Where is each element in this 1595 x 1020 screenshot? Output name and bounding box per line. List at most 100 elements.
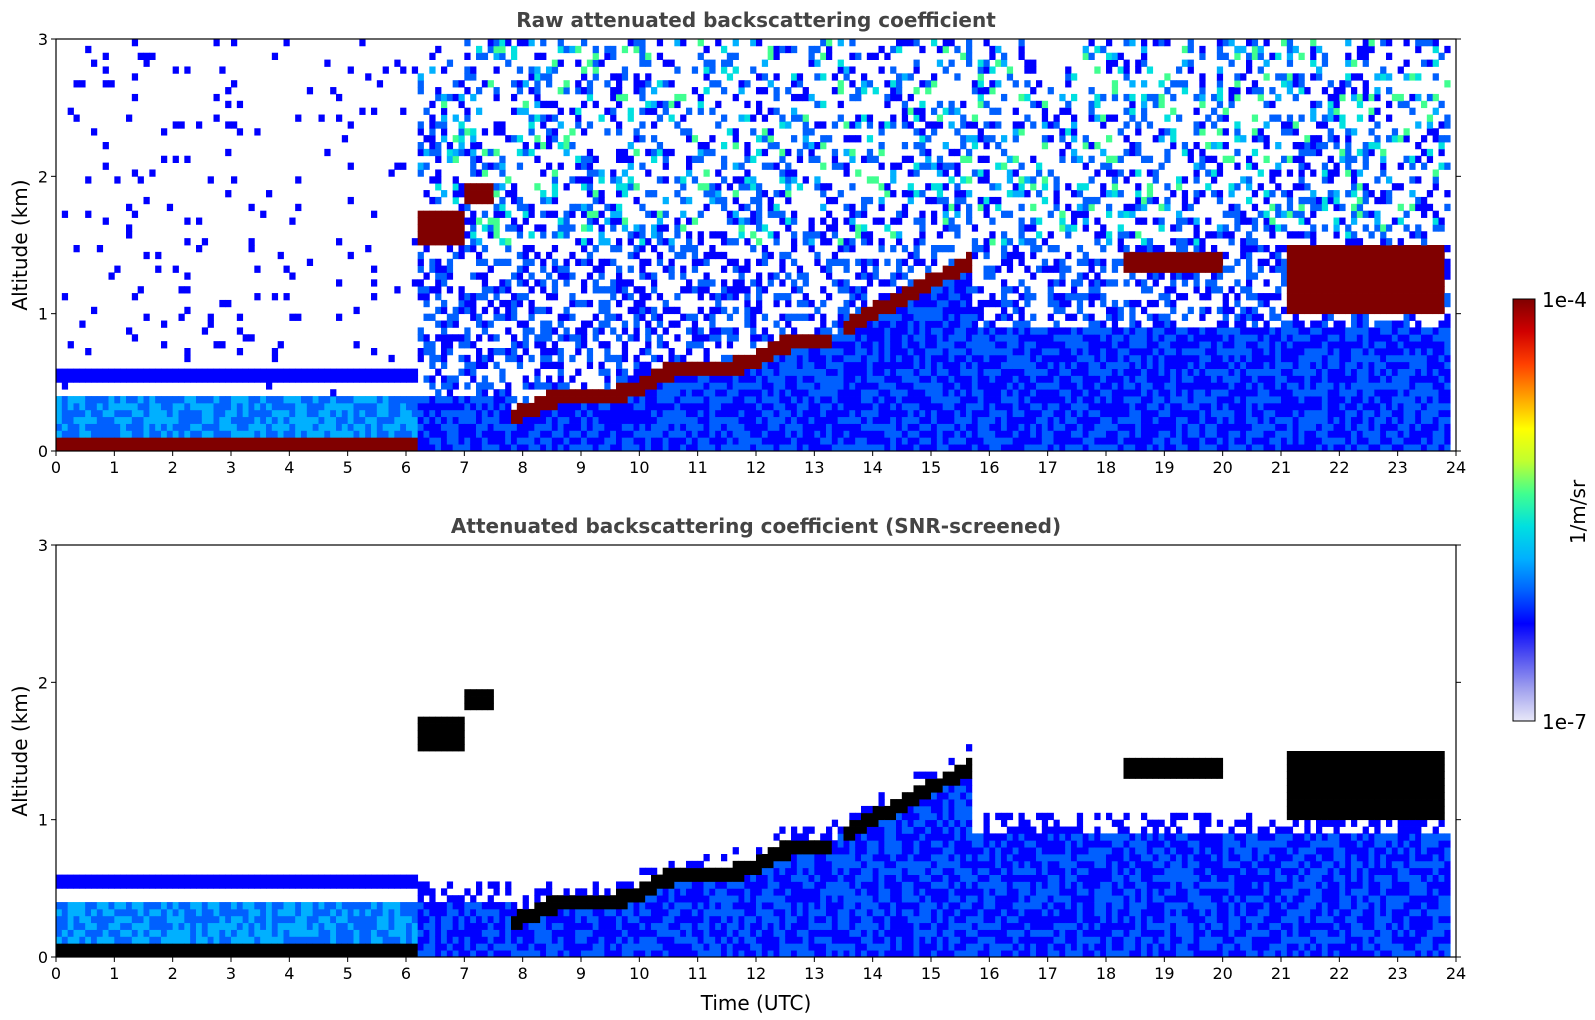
heatmap-cell [511,416,518,424]
heatmap-cell [1030,245,1037,253]
heatmap-cell [1123,251,1130,260]
heatmap-cell [277,423,284,431]
heatmap-cell [295,313,302,321]
heatmap-cell [1106,402,1113,411]
heatmap-cell [942,334,949,342]
heatmap-cell [441,100,448,109]
heatmap-cell [1006,437,1014,445]
heatmap-cell [330,423,337,431]
heatmap-cell [260,368,267,376]
heatmap-cell [1141,45,1148,54]
heatmap-cell [365,437,372,445]
heatmap-cell [872,375,879,383]
heatmap-cell [312,416,319,424]
heatmap-cell [977,402,984,411]
heatmap-cell [470,210,477,218]
heatmap-cell [983,409,990,418]
heatmap-cell [633,437,640,445]
heatmap-cell [936,416,944,424]
heatmap-cell [1018,416,1025,424]
heatmap-cell [913,334,920,342]
heatmap-cell [143,251,150,260]
heatmap-cell [861,286,868,294]
heatmap-cell [446,375,454,383]
heatmap-cell [814,142,821,150]
heatmap-cell [196,444,203,451]
heatmap-cell [907,286,914,294]
heatmap-cell [1141,334,1148,342]
heatmap-cell [709,430,716,438]
heatmap-cell [896,238,903,246]
heatmap-cell [756,430,763,438]
heatmap-cell [942,313,949,321]
heatmap-cell [1135,430,1142,438]
heatmap-cell [732,210,739,218]
heatmap-cell [878,396,885,404]
heatmap-cell [575,238,582,246]
heatmap-cell [651,306,658,315]
heatmap-cell [942,354,949,363]
heatmap-cell [866,437,874,445]
heatmap-cell [1129,409,1136,418]
heatmap-cell [1071,348,1078,356]
heatmap-cell [639,121,646,129]
heatmap-cell [633,39,640,47]
heatmap-cell [843,299,850,308]
heatmap-cell [872,320,879,328]
heatmap-cell [1001,231,1008,239]
heatmap-cell [429,354,436,363]
heatmap-cell [878,375,885,383]
heatmap-cell [668,59,675,67]
heatmap-cell [283,396,290,404]
heatmap-cell [721,286,728,294]
heatmap-cell [516,203,524,212]
heatmap-cell [225,148,232,157]
heatmap-cell [330,87,337,95]
heatmap-cell [1141,52,1148,60]
heatmap-cell [446,59,454,67]
heatmap-cell [196,409,203,418]
heatmap-cell [499,162,506,170]
heatmap-cell [184,272,191,280]
heatmap-cell [820,142,827,150]
heatmap-cell [242,396,249,404]
heatmap-cell [166,368,174,376]
heatmap-cell [1117,396,1124,404]
heatmap-cell [452,155,459,163]
heatmap-cell [948,176,955,184]
heatmap-cell [1141,114,1148,122]
heatmap-cell [1065,389,1072,397]
heatmap-cell [761,402,769,411]
heatmap-cell [983,361,990,369]
heatmap-cell [756,272,763,280]
heatmap-cell [610,286,617,294]
heatmap-cell [499,121,506,129]
heatmap-cell [989,272,996,280]
heatmap-cell [785,341,792,349]
heatmap-cell [196,402,203,411]
heatmap-cell [954,313,961,321]
heatmap-cell [907,375,914,383]
heatmap-cell [977,245,984,253]
heatmap-cell [91,416,98,424]
heatmap-cell [861,73,868,81]
heatmap-cell [919,437,926,445]
heatmap-cell [1106,66,1113,74]
heatmap-cell [522,258,529,266]
heatmap-cell [680,375,687,383]
heatmap-cell [324,375,331,383]
heatmap-cell [645,80,652,88]
heatmap-cell [557,396,564,404]
heatmap-cell [1082,423,1089,431]
heatmap-cell [936,437,944,445]
heatmap-cell [627,238,634,246]
heatmap-cell [166,203,174,212]
heatmap-cell [371,368,378,376]
heatmap-cell [1082,354,1089,363]
heatmap-cell [907,423,914,431]
heatmap-cell [750,341,757,349]
heatmap-cell [1088,320,1095,328]
heatmap-cell [896,389,903,397]
heatmap-cell [371,348,378,356]
heatmap-cell [306,258,314,266]
